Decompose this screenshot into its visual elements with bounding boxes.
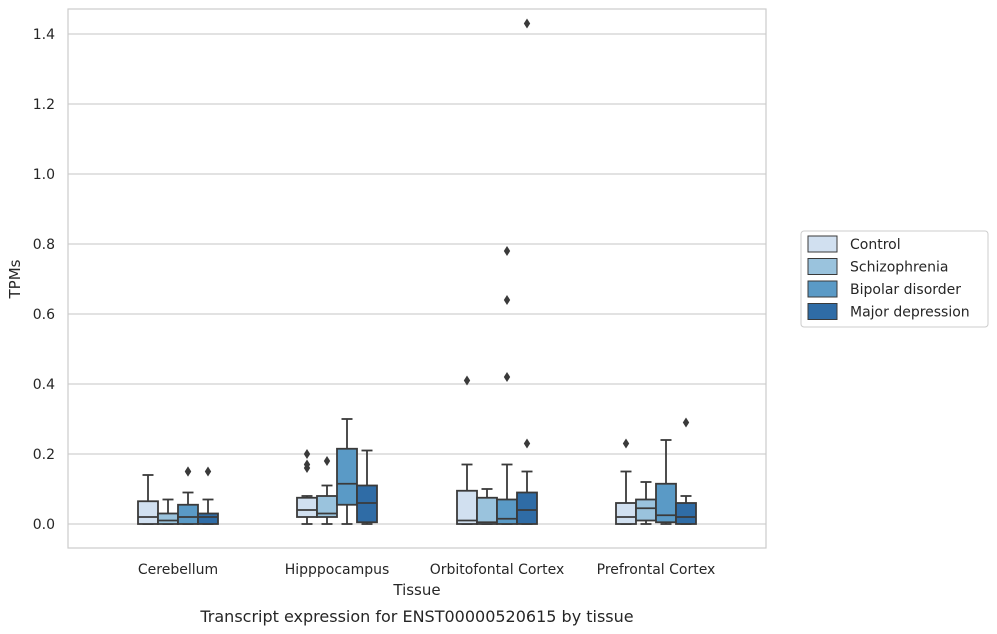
outlier-point — [503, 372, 511, 382]
box-iqr — [675, 502, 697, 525]
legend-swatch — [807, 280, 838, 298]
box-iqr — [655, 482, 677, 524]
y-tick-label: 1.2 — [33, 97, 55, 113]
box-bipolar-disorder — [336, 418, 358, 525]
y-tick-label: 0.8 — [33, 237, 55, 253]
x-tick-label: Hipppocampus — [285, 562, 390, 578]
box-iqr — [316, 495, 338, 518]
box-iqr — [615, 502, 637, 525]
outlier-point — [503, 246, 511, 256]
box-iqr — [197, 512, 219, 525]
box-iqr — [496, 498, 518, 525]
y-tick-label: 1.4 — [33, 27, 55, 43]
legend-label: Control — [850, 237, 901, 253]
box-iqr — [137, 500, 159, 525]
x-axis-title: Tissue — [392, 581, 440, 599]
outlier-point — [303, 463, 311, 473]
box-control — [456, 375, 478, 525]
legend-label: Bipolar disorder — [850, 282, 961, 298]
box-control — [296, 449, 318, 525]
legend-frame — [800, 230, 989, 328]
box-major-depression — [675, 417, 697, 525]
legend-swatch — [807, 235, 838, 253]
box-plot-marks — [137, 18, 697, 525]
chart-caption: Transcript expression for ENST0000052061… — [199, 607, 633, 626]
box-iqr — [157, 512, 179, 525]
x-tick-labels: Cerebellum Hipppocampus Orbitofontal Corte… — [138, 562, 715, 578]
box-iqr — [296, 496, 318, 518]
box-control — [137, 474, 159, 525]
x-tick-label: Orbitofontal Cortex — [430, 562, 565, 578]
box-schizophrenia — [635, 481, 657, 525]
outlier-point — [523, 18, 531, 29]
box-control — [615, 438, 637, 525]
legend-item: Schizophrenia — [807, 258, 948, 276]
outlier-point — [303, 449, 311, 459]
x-tick-label: Prefrontal Cortex — [597, 562, 716, 578]
x-tick-label: Cerebellum — [138, 562, 218, 578]
outlier-point — [204, 466, 212, 477]
box-iqr — [635, 498, 657, 522]
legend-item: Bipolar disorder — [807, 280, 961, 298]
legend-label: Major depression — [850, 305, 970, 321]
box-bipolar-disorder — [177, 466, 199, 525]
legend-item: Major depression — [807, 303, 970, 321]
gridlines — [68, 33, 766, 525]
box-iqr — [516, 491, 538, 525]
box-major-depression — [516, 18, 538, 525]
box-major-depression — [197, 466, 219, 525]
y-tick-label: 0.0 — [33, 517, 55, 533]
outlier-point — [503, 295, 511, 305]
box-schizophrenia — [476, 488, 498, 525]
legend-label: Schizophrenia — [850, 260, 948, 276]
outlier-point — [682, 417, 690, 428]
box-major-depression — [356, 449, 378, 525]
y-tick-label: 0.6 — [33, 307, 55, 323]
box-schizophrenia — [316, 456, 338, 525]
legend-swatch — [807, 303, 838, 320]
box-iqr — [476, 496, 498, 525]
y-tick-labels: 0.0 0.2 0.4 0.6 0.8 1.0 1.2 1.4 — [33, 27, 55, 533]
legend-swatch — [807, 258, 838, 275]
y-tick-label: 0.2 — [33, 447, 55, 463]
box-bipolar-disorder — [655, 439, 677, 525]
box-iqr — [336, 447, 358, 506]
y-axis-title: TPMs — [6, 259, 24, 299]
box-iqr — [456, 489, 478, 525]
box-iqr — [177, 503, 199, 525]
y-tick-label: 0.4 — [33, 377, 55, 393]
box-bipolar-disorder — [496, 246, 518, 525]
plot-frame — [67, 8, 767, 549]
legend-item: Control — [807, 235, 901, 253]
outlier-point — [622, 438, 630, 449]
box-schizophrenia — [157, 498, 179, 525]
legend: Control Schizophrenia Bipolar disorder Majo… — [800, 230, 989, 328]
outlier-point — [523, 438, 531, 449]
outlier-point — [323, 456, 331, 466]
outlier-point — [463, 375, 471, 386]
y-tick-label: 1.0 — [33, 167, 55, 183]
outlier-point — [184, 466, 192, 477]
